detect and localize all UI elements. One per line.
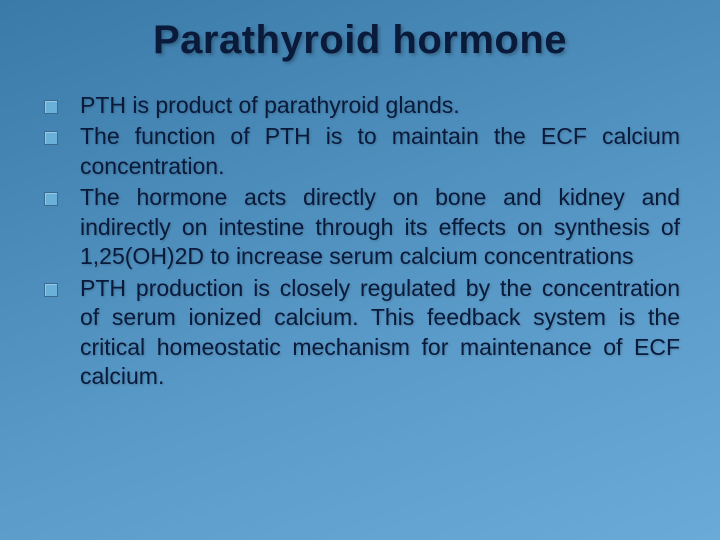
square-bullet-icon [44,283,58,297]
bullet-text: The hormone acts directly on bone and ki… [80,183,680,271]
list-item: PTH is product of parathyroid glands. [40,91,680,120]
square-bullet-icon [44,192,58,206]
square-bullet-icon [44,131,58,145]
list-item: The function of PTH is to maintain the E… [40,122,680,181]
bullet-list: PTH is product of parathyroid glands. Th… [40,91,680,391]
square-bullet-icon [44,100,58,114]
slide-container: Parathyroid hormone PTH is product of pa… [0,0,720,540]
bullet-text: PTH production is closely regulated by t… [80,274,680,392]
bullet-text: The function of PTH is to maintain the E… [80,122,680,181]
slide-title: Parathyroid hormone [40,18,680,63]
bullet-text: PTH is product of parathyroid glands. [80,91,680,120]
list-item: PTH production is closely regulated by t… [40,274,680,392]
list-item: The hormone acts directly on bone and ki… [40,183,680,271]
